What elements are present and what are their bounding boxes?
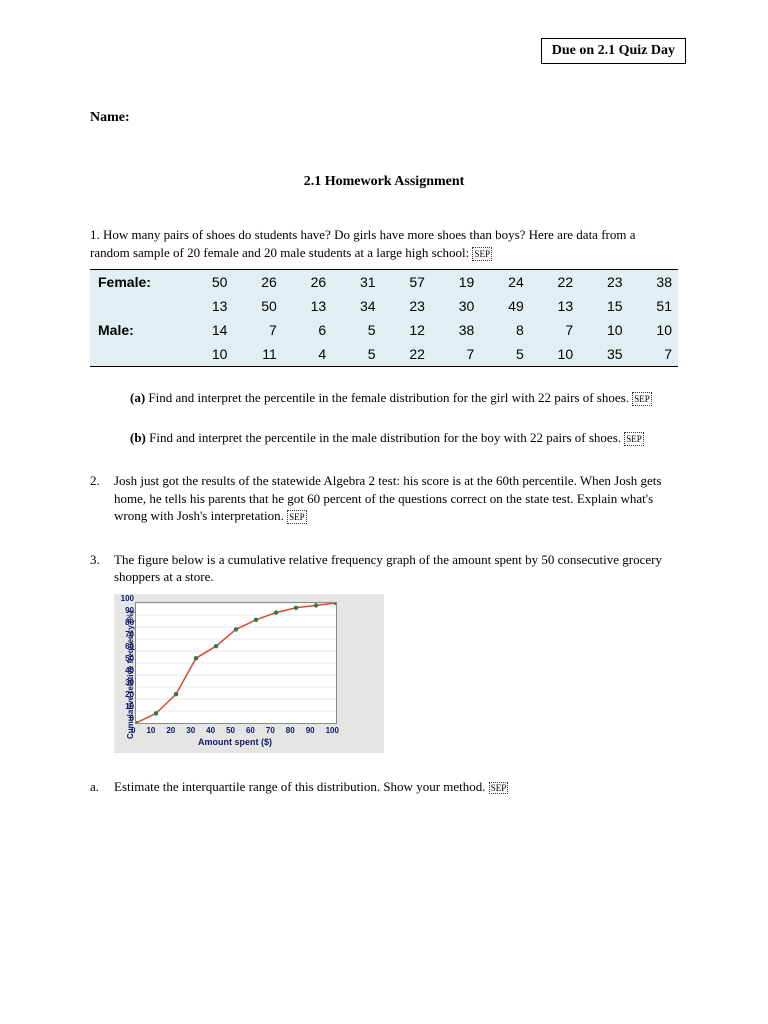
- table-row: 10 11 4 5 22 7 5 10 35 7: [90, 342, 678, 367]
- sep-marker: SEP: [489, 782, 509, 794]
- q3-body: The figure below is a cumulative relativ…: [114, 551, 678, 586]
- part-b-text: Find and interpret the percentile in the…: [149, 430, 621, 445]
- part-a-text: Find and interpret the percentile in the…: [148, 390, 629, 405]
- part-a-label: (a): [130, 390, 145, 405]
- name-label: Name:: [90, 110, 678, 126]
- q3-text: The figure below is a cumulative relativ…: [114, 552, 662, 585]
- question-3: 3. The figure below is a cumulative rela…: [90, 551, 678, 586]
- male-label: Male:: [90, 318, 184, 342]
- q2-number: 2.: [90, 472, 114, 525]
- chart-svg: [136, 603, 336, 723]
- question-1b: (b) Find and interpret the percentile in…: [130, 429, 678, 447]
- assignment-title: 2.1 Homework Assignment: [90, 174, 678, 190]
- question-3a: a. Estimate the interquartile range of t…: [90, 779, 678, 795]
- q2-text: Josh just got the results of the statewi…: [114, 473, 661, 523]
- sep-marker: SEP: [287, 510, 307, 524]
- chart-xlabel: Amount spent ($): [135, 737, 335, 747]
- q2-body: Josh just got the results of the statewi…: [114, 472, 678, 525]
- table-row: 13 50 13 34 23 30 49 13 15 51: [90, 294, 678, 318]
- due-date-box: Due on 2.1 Quiz Day: [541, 38, 686, 64]
- q3a-text: Estimate the interquartile range of this…: [114, 779, 486, 794]
- question-1-intro: 1. How many pairs of shoes do students h…: [90, 226, 678, 261]
- document-page: Due on 2.1 Quiz Day Name: 2.1 Homework A…: [0, 0, 768, 835]
- part-b-label: (b): [130, 430, 146, 445]
- question-2: 2. Josh just got the results of the stat…: [90, 472, 678, 525]
- shoes-data-table: Female: 50 26 26 31 57 19 24 22 23 38 13…: [90, 269, 678, 367]
- q3a-number: a.: [90, 779, 114, 795]
- chart-plot-area: 0102030405060708090100: [135, 602, 337, 724]
- question-1a: (a) Find and interpret the percentile in…: [130, 389, 678, 407]
- table-row: Male: 14 7 6 5 12 38 8 7 10 10: [90, 318, 678, 342]
- table-row: Female: 50 26 26 31 57 19 24 22 23 38: [90, 270, 678, 295]
- female-label: Female:: [90, 270, 184, 295]
- sep-marker: SEP: [624, 432, 644, 446]
- sep-marker: SEP: [632, 392, 652, 406]
- q1-intro-text: 1. How many pairs of shoes do students h…: [90, 227, 636, 260]
- chart-yticks: 0102030405060708090100: [114, 598, 134, 728]
- sep-marker: SEP: [472, 247, 492, 261]
- q3-number: 3.: [90, 551, 114, 586]
- q3a-body: Estimate the interquartile range of this…: [114, 779, 678, 795]
- cumulative-frequency-chart: Cumulative relative frequency (%) 010203…: [114, 594, 384, 753]
- chart-xticks: 0102030405060708090100: [131, 726, 339, 735]
